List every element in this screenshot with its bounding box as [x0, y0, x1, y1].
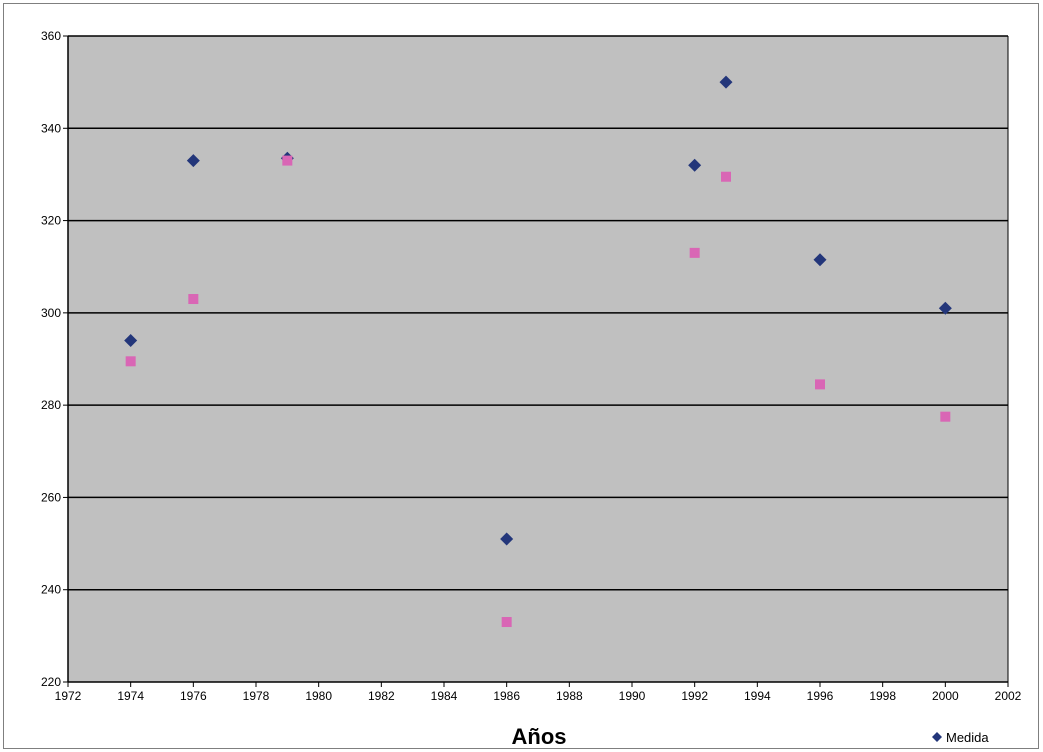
data-point-square: [188, 294, 199, 305]
plot-area: [68, 36, 1008, 682]
x-tick-label: 2002: [995, 689, 1022, 703]
x-tick-label: 1988: [556, 689, 583, 703]
data-point-square: [689, 247, 700, 258]
data-point-diamond: [813, 253, 827, 267]
data-point-diamond: [124, 334, 138, 348]
data-points: [124, 75, 952, 628]
y-tick-label: 300: [41, 306, 61, 320]
data-point-diamond: [186, 154, 200, 168]
y-tick-label: 260: [41, 490, 61, 504]
data-point-square: [940, 411, 951, 422]
legend: Medida: [932, 730, 989, 745]
grid-lines: [68, 35, 1009, 682]
x-tick-label: 1978: [243, 689, 270, 703]
x-tick-label: 1976: [180, 689, 207, 703]
x-tick-label: 1984: [431, 689, 458, 703]
y-tick-label: 220: [41, 675, 61, 689]
x-tick-label: 1974: [117, 689, 144, 703]
y-tick-label: 360: [41, 29, 61, 43]
y-tick-label: 340: [41, 121, 61, 135]
x-tick-label: 1972: [55, 689, 82, 703]
y-tick-label: 280: [41, 398, 61, 412]
axes: [63, 35, 1009, 687]
x-tick-label: 1980: [305, 689, 332, 703]
data-point-diamond: [938, 301, 952, 315]
x-tick-label: 2000: [932, 689, 959, 703]
data-point-square: [721, 171, 731, 182]
data-point-square: [282, 155, 293, 166]
x-tick-label: 1982: [368, 689, 395, 703]
data-point-square: [125, 356, 136, 367]
data-point-square: [501, 617, 512, 628]
data-point-square: [815, 379, 825, 390]
y-tick-label: 320: [41, 214, 61, 228]
legend-marker-medida: [932, 732, 942, 742]
data-point-diamond: [500, 532, 514, 546]
data-point-diamond: [719, 75, 733, 89]
x-tick-label: 1992: [681, 689, 708, 703]
tick-labels: 220 240 260 280 300 320 340 360 1972 1974 1976 1978…: [41, 29, 1022, 703]
series-unnamed-1: [125, 155, 951, 628]
y-tick-label: 240: [41, 583, 61, 597]
x-tick-label: 1996: [807, 689, 834, 703]
x-tick-label: 1998: [869, 689, 896, 703]
x-axis-title: Años: [512, 724, 567, 749]
x-tick-label: 1990: [619, 689, 646, 703]
data-point-diamond: [688, 158, 702, 172]
x-tick-label: 1986: [493, 689, 520, 703]
legend-label-medida: Medida: [946, 730, 989, 745]
x-tick-label: 1994: [744, 689, 771, 703]
